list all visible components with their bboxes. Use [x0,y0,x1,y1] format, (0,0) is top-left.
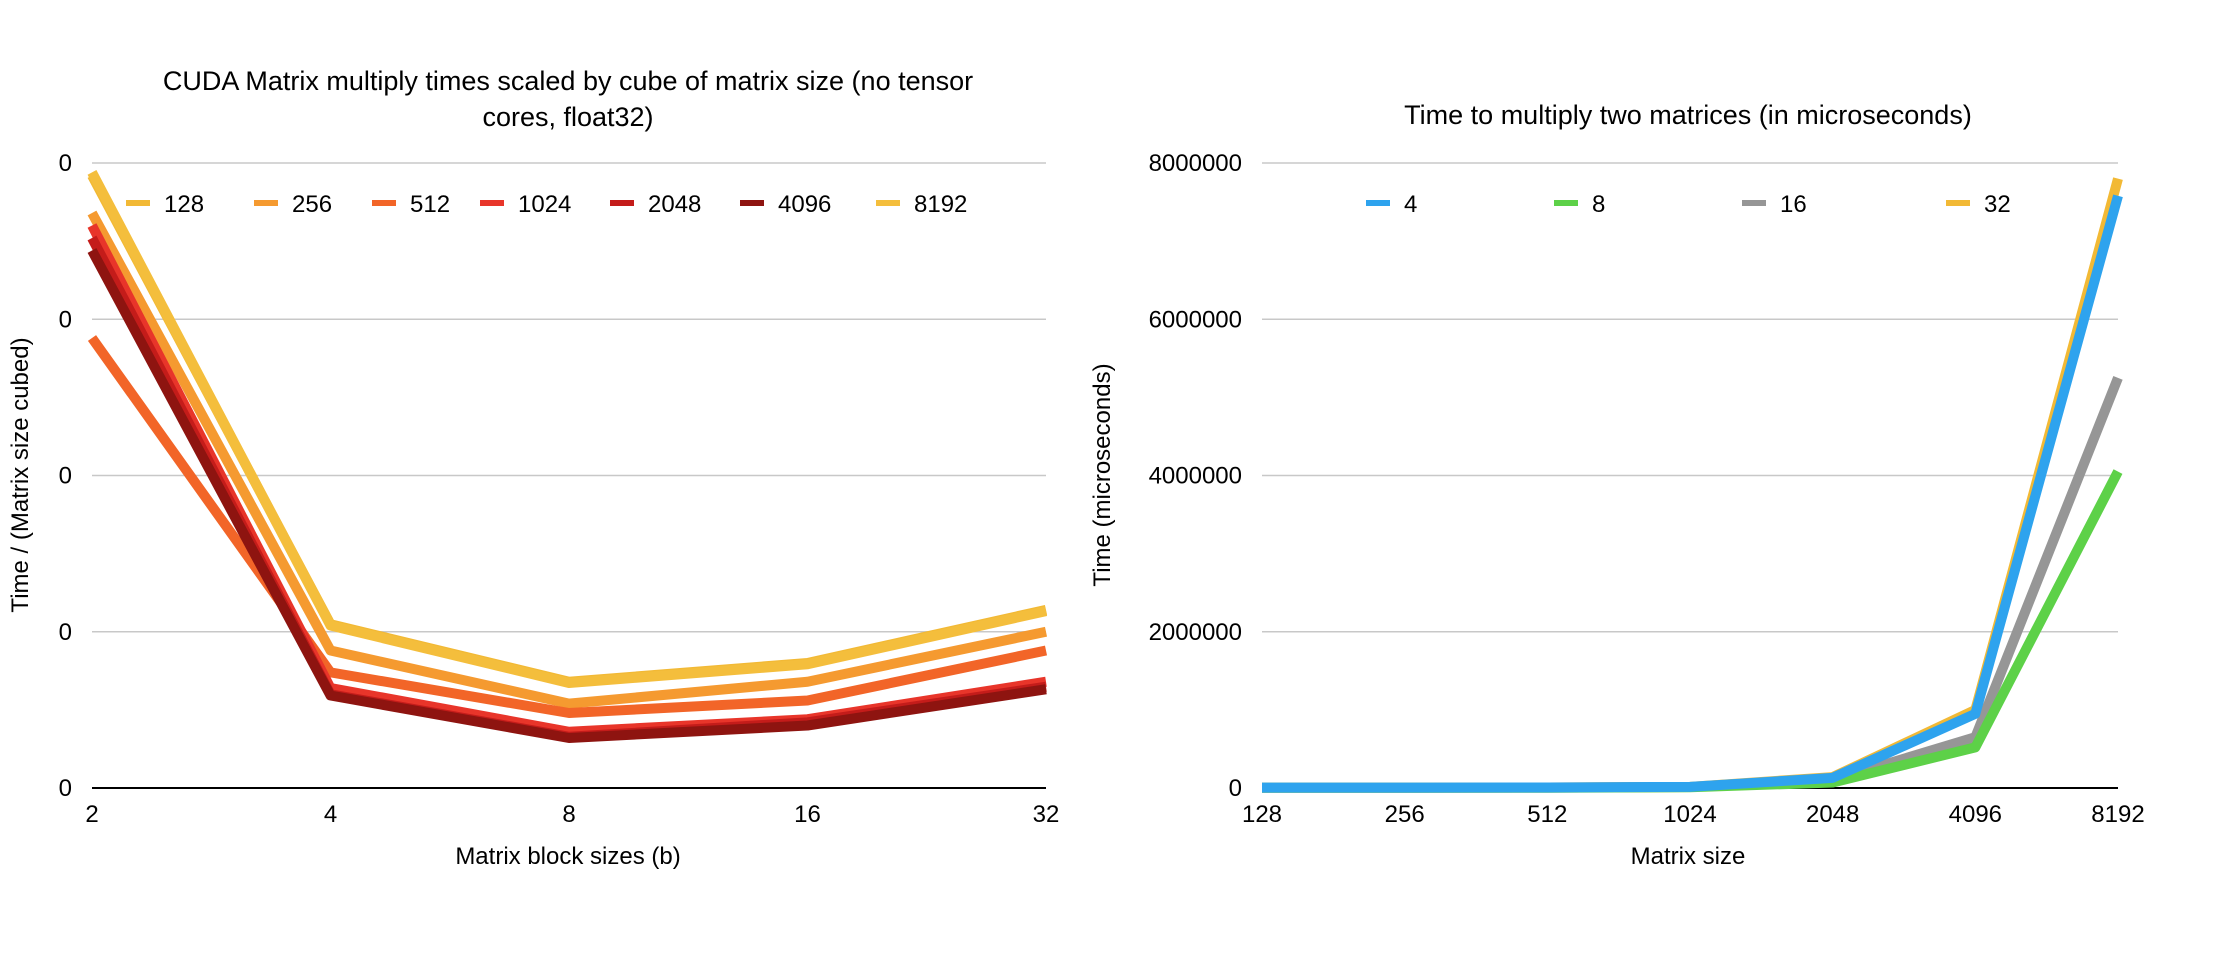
left-chart-title-line-1: CUDA Matrix multiply times scaled by cub… [163,66,973,96]
left-series-line-8192 [87,170,1048,688]
right-y-tick-label: 6000000 [1149,306,1242,333]
right-x-tick-label: 1024 [1663,801,1716,828]
left-y-tick-label: 0 [59,150,72,177]
right-chart-x-tick-labels: 128 256 512 1024 2048 4096 8192 [1242,801,2145,828]
right-x-tick-label: 8192 [2091,801,2144,828]
right-chart-legend: 4 8 16 32 [1366,191,2011,218]
right-chart-title: Time to multiply two matrices (in micros… [1404,100,1972,130]
right-y-tick-label: 2000000 [1149,619,1242,646]
right-chart-y-tick-labels: 0 2000000 4000000 6000000 8000000 [1149,150,1242,802]
left-legend-label-128: 128 [164,191,204,218]
right-legend-label-16: 16 [1780,191,1807,218]
right-series-line-8 [1262,469,2123,793]
left-legend-label-8192: 8192 [914,191,967,218]
right-x-tick-label: 256 [1385,801,1425,828]
left-x-tick-label: 16 [794,801,821,828]
left-chart-x-tick-labels: 2 4 8 16 32 [85,801,1059,828]
right-chart-x-axis-label: Matrix size [1631,843,1746,870]
left-legend-label-512: 512 [410,191,450,218]
left-x-tick-label: 2 [85,801,98,828]
left-legend-label-2048: 2048 [648,191,701,218]
right-x-tick-label: 128 [1242,801,1282,828]
left-x-tick-label: 32 [1033,801,1060,828]
left-chart-x-axis-label: Matrix block sizes (b) [455,843,680,870]
left-x-tick-label: 4 [324,801,337,828]
left-legend-label-1024: 1024 [518,191,571,218]
left-y-tick-label: 0 [59,463,72,490]
right-chart-series [1262,177,2123,793]
left-y-tick-label: 0 [59,306,72,333]
right-y-tick-label: 0 [1229,775,1242,802]
right-y-tick-label: 8000000 [1149,150,1242,177]
left-series-line-4096 [87,248,1047,743]
left-chart-y-tick-labels: 0 0 0 0 0 [59,150,72,802]
left-chart-series [87,170,1048,743]
left-y-tick-label: 0 [59,775,72,802]
right-chart: Time to multiply two matrices (in micros… [1089,100,2145,870]
left-chart-legend: 128 256 512 1024 2048 4096 8192 [126,191,967,218]
left-series-line-512 [87,335,1048,718]
right-chart-y-axis-label: Time (microseconds) [1089,363,1116,586]
right-x-tick-label: 4096 [1949,801,2002,828]
right-series-line-4 [1262,194,2123,793]
left-series-line-256 [87,210,1048,709]
right-legend-label-8: 8 [1592,191,1605,218]
left-chart-y-axis-label: Time / (Matrix size cubed) [7,337,34,612]
left-legend-label-256: 256 [292,191,332,218]
left-x-tick-label: 8 [562,801,575,828]
left-series-line-128 [87,173,1048,687]
right-x-tick-label: 512 [1527,801,1567,828]
left-legend-label-4096: 4096 [778,191,831,218]
right-legend-label-32: 32 [1984,191,2011,218]
right-x-tick-label: 2048 [1806,801,1859,828]
right-legend-label-4: 4 [1404,191,1417,218]
left-chart-title-line-2: cores, float32) [482,102,653,132]
left-chart: CUDA Matrix multiply times scaled by cub… [7,66,1059,870]
right-y-tick-label: 4000000 [1149,463,1242,490]
left-y-tick-label: 0 [59,619,72,646]
